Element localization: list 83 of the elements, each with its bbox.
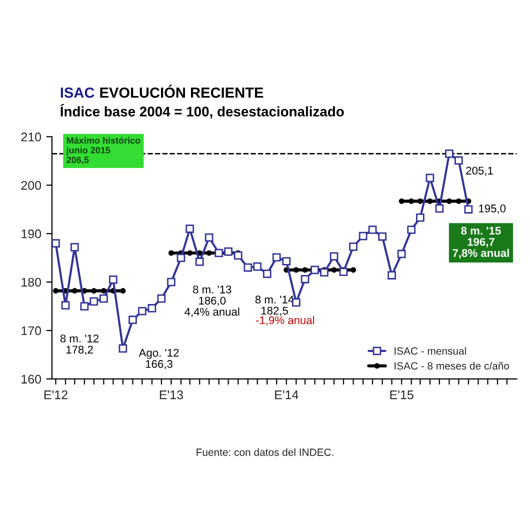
legend-label: ISAC - mensual bbox=[394, 347, 466, 355]
x-tick-label: E'14 bbox=[275, 390, 298, 400]
annotation: 8 m. '12 178,2 bbox=[60, 334, 99, 355]
point bbox=[52, 288, 59, 294]
point bbox=[108, 275, 118, 284]
x-tick-label: E'15 bbox=[390, 390, 414, 400]
point bbox=[282, 257, 291, 266]
y-tick-label: 170 bbox=[22, 326, 42, 336]
chart-title: ISAC EVOLUCIÓN RECIENTE bbox=[60, 84, 264, 98]
point bbox=[72, 288, 78, 294]
point bbox=[157, 294, 166, 303]
point bbox=[167, 278, 176, 286]
point bbox=[416, 213, 424, 222]
point bbox=[244, 263, 252, 272]
point bbox=[339, 268, 348, 276]
point bbox=[91, 288, 97, 294]
point bbox=[120, 288, 126, 294]
point bbox=[206, 250, 212, 256]
point bbox=[427, 198, 433, 204]
point bbox=[417, 198, 423, 204]
point bbox=[138, 306, 146, 316]
point bbox=[445, 150, 454, 158]
y-tick-label: 190 bbox=[22, 229, 42, 238]
y-tick-label: 180 bbox=[22, 278, 42, 287]
point bbox=[234, 251, 242, 260]
point bbox=[358, 232, 368, 240]
legend-label: ISAC - 8 meses de c/año bbox=[394, 362, 510, 370]
point bbox=[320, 268, 328, 277]
point bbox=[388, 271, 396, 280]
point bbox=[195, 258, 204, 266]
point bbox=[168, 250, 174, 256]
point bbox=[80, 302, 89, 310]
point bbox=[456, 198, 462, 204]
point bbox=[454, 156, 463, 165]
point bbox=[426, 174, 434, 182]
point bbox=[350, 267, 356, 273]
chart-subtitle: Índice base 2004 = 100, desestacionalizado bbox=[60, 104, 344, 119]
x-tick-label: E'12 bbox=[44, 390, 68, 400]
point bbox=[293, 267, 299, 273]
y-tick-label: 200 bbox=[21, 180, 42, 190]
point bbox=[407, 226, 416, 234]
point bbox=[186, 224, 194, 233]
point bbox=[52, 239, 60, 248]
point bbox=[368, 226, 377, 234]
source-note: Fuente: con datos del INDEC. bbox=[196, 448, 334, 456]
x-tick-label: E'13 bbox=[160, 390, 183, 400]
point bbox=[176, 254, 186, 262]
point bbox=[464, 205, 473, 214]
point bbox=[446, 198, 452, 204]
annotation: -1,9% anual bbox=[256, 316, 314, 326]
annotation: 195,0 bbox=[479, 204, 506, 214]
point bbox=[90, 297, 98, 306]
point bbox=[300, 274, 310, 284]
y-tick-label: 210 bbox=[21, 132, 42, 142]
point bbox=[397, 250, 406, 258]
point bbox=[378, 232, 386, 241]
point bbox=[435, 204, 444, 213]
point bbox=[204, 233, 214, 242]
y-tick-label: 160 bbox=[22, 374, 42, 384]
annotation: 205,1 bbox=[466, 166, 493, 176]
point bbox=[148, 304, 156, 312]
point bbox=[224, 247, 232, 256]
point bbox=[61, 301, 70, 310]
annotation: 8 m. '13 186,0 4,4% anual bbox=[184, 286, 240, 318]
point bbox=[70, 243, 79, 252]
point bbox=[128, 316, 137, 324]
point bbox=[331, 267, 337, 273]
point bbox=[100, 288, 106, 294]
point bbox=[408, 198, 414, 204]
point bbox=[253, 262, 262, 271]
point bbox=[100, 294, 108, 303]
point bbox=[118, 344, 128, 353]
point bbox=[330, 252, 338, 261]
point bbox=[262, 270, 272, 278]
annotation: 8 m. '15 196,7 7,8% anual bbox=[452, 226, 509, 259]
point bbox=[187, 250, 193, 256]
ref-line-label: Máximo histórico junio 2015 206,5 bbox=[66, 136, 140, 164]
point bbox=[349, 242, 358, 251]
point bbox=[292, 298, 300, 307]
annotation: Ago. '12 166,3 bbox=[138, 348, 179, 370]
point bbox=[272, 253, 281, 262]
point bbox=[302, 267, 308, 273]
point bbox=[398, 198, 404, 204]
